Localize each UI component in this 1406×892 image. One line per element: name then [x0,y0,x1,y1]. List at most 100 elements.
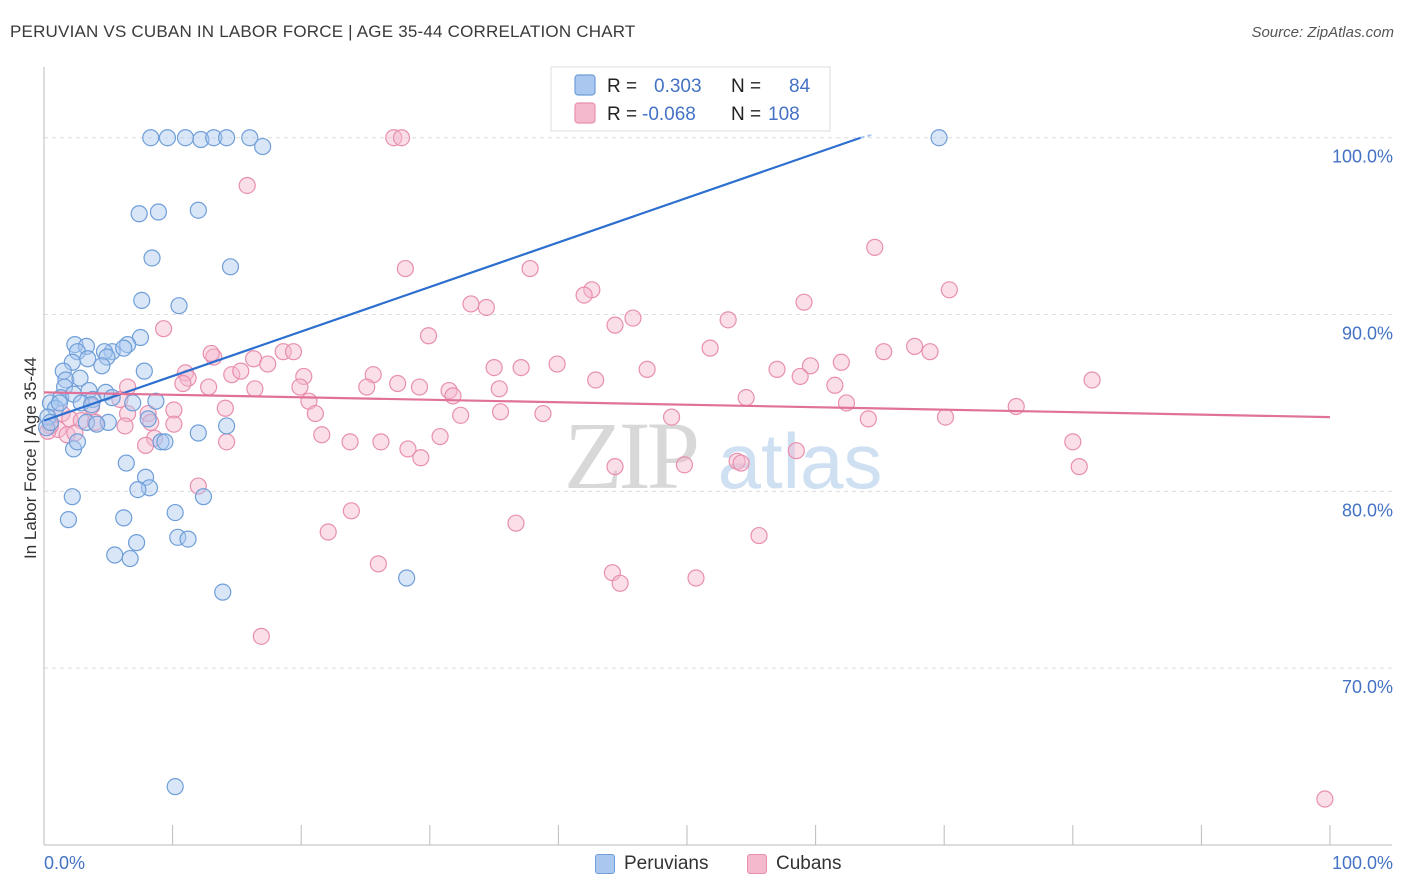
cubans-point [218,433,236,451]
cubans-point [431,427,449,446]
data-points [37,129,1334,808]
cubans-point [412,449,430,467]
peruvians-point [93,357,111,375]
peruvians-point [136,468,155,486]
peruvians-point [139,410,157,428]
cubans-point [906,337,924,355]
cubans-n-value: 108 [768,104,800,125]
peruvians-point [88,415,106,433]
cubans-point [534,404,552,423]
cubans-trend-line [43,391,1331,419]
cubans-point [866,238,884,256]
cubans-point [392,129,411,147]
cubans-point [606,458,624,476]
x-tick-label-left: 0.0% [44,853,85,873]
cubans-point [1070,458,1088,476]
cubans-point [548,355,566,373]
peruvians-point [121,549,139,568]
watermark: ZIP atlas [564,402,882,509]
peruvians-point [192,130,210,149]
peruvians-point [77,337,96,355]
cubans-point [136,436,155,454]
peruvians-point [189,424,207,442]
peruvians-point [398,569,416,587]
y-axis-title: In Labor Force | Age 35-44 [21,357,40,559]
peruvians-point [130,205,148,223]
cubans-point [174,374,192,393]
cubans-point [389,374,407,393]
peruvians-point [142,129,160,147]
peruvians-point [98,348,116,366]
cubans-n-label: N = [731,104,761,125]
cubans-point [875,343,893,361]
cubans-point [341,433,359,451]
peruvians-point [115,509,133,527]
cubans-point [485,358,503,377]
peruvians-r-label: R = [607,76,637,97]
peruvians-point [930,129,948,147]
y-tick-labels: 70.0% 80.0% 90.0% 100.0% [1332,147,1393,697]
cubans-point [1064,433,1082,451]
cubans-point [154,320,173,338]
x-tick-label-right: 100.0% [1332,853,1393,873]
series-peruvians [37,129,948,796]
legend-item-cubans[interactable]: Cubans [747,853,842,875]
cubans-point [252,627,270,645]
peruvians-trend-extension [860,133,873,139]
peruvians-point [129,480,147,499]
cubans-point [940,281,958,299]
peruvians-trend-line [43,136,861,422]
cubans-point [859,410,877,428]
peruvians-point [176,129,195,147]
peruvians-point [124,394,142,412]
peruvians-point [166,778,184,796]
cubans-point [165,415,183,433]
peruvians-point [241,129,259,147]
cubans-point [687,569,705,587]
legend-swatch-cubans [747,854,767,874]
cubans-point [587,371,605,389]
cubans-point [259,355,277,373]
cubans-point [512,358,530,377]
cubans-point [291,378,309,396]
peruvians-point [170,297,188,315]
legend-item-peruvians[interactable]: Peruvians [595,853,709,875]
cubans-point [801,357,820,375]
cubans-point [750,526,768,545]
cubans-point [521,259,539,278]
peruvians-point [41,394,60,412]
peruvians-point [143,249,161,267]
peruvians-point [254,137,272,156]
cubans-point [116,417,134,435]
stats-legend-box [550,66,831,132]
peruvians-point [147,392,165,410]
cubans-point [826,376,844,394]
cubans-point [787,442,805,460]
peruvians-point [166,503,184,522]
cubans-point [246,380,264,398]
trend-lines [43,133,1331,422]
peruvians-point [152,433,170,451]
peruvians-point [41,413,60,432]
cubans-point [936,408,955,426]
cubans-point [238,176,256,195]
cubans-point [232,362,250,380]
peruvians-point [115,339,133,357]
cubans-point [202,344,220,363]
cubans-point [719,311,737,329]
peruvians-n-label: N = [731,76,761,97]
peruvians-point [156,433,174,451]
peruvians-point [218,129,236,147]
peruvians-n-value: 84 [789,76,811,97]
cubans-point [306,404,324,423]
gridlines [44,137,1392,669]
cubans-point [419,327,438,345]
peruvians-point [158,129,177,147]
peruvians-point [63,353,81,371]
cubans-point [462,295,480,313]
cubans-point [342,502,360,520]
cubans-point [216,399,234,417]
cubans-point [165,401,183,419]
series-cubans [39,129,1334,808]
peruvians-r-value: 0.303 [654,76,702,97]
